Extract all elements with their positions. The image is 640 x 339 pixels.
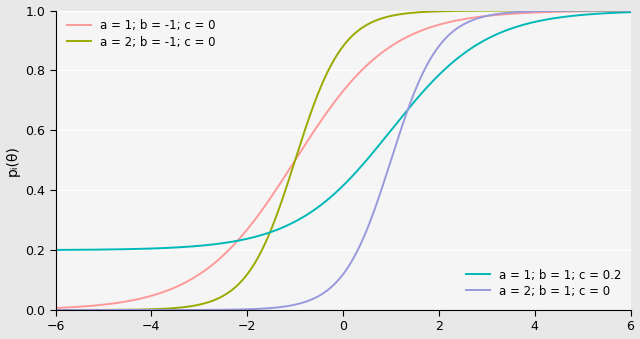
- Legend: a = 1; b = 1; c = 0.2, a = 2; b = 1; c = 0: a = 1; b = 1; c = 0.2, a = 2; b = 1; c =…: [467, 268, 621, 298]
- Y-axis label: pᵢ(θ): pᵢ(θ): [6, 145, 20, 176]
